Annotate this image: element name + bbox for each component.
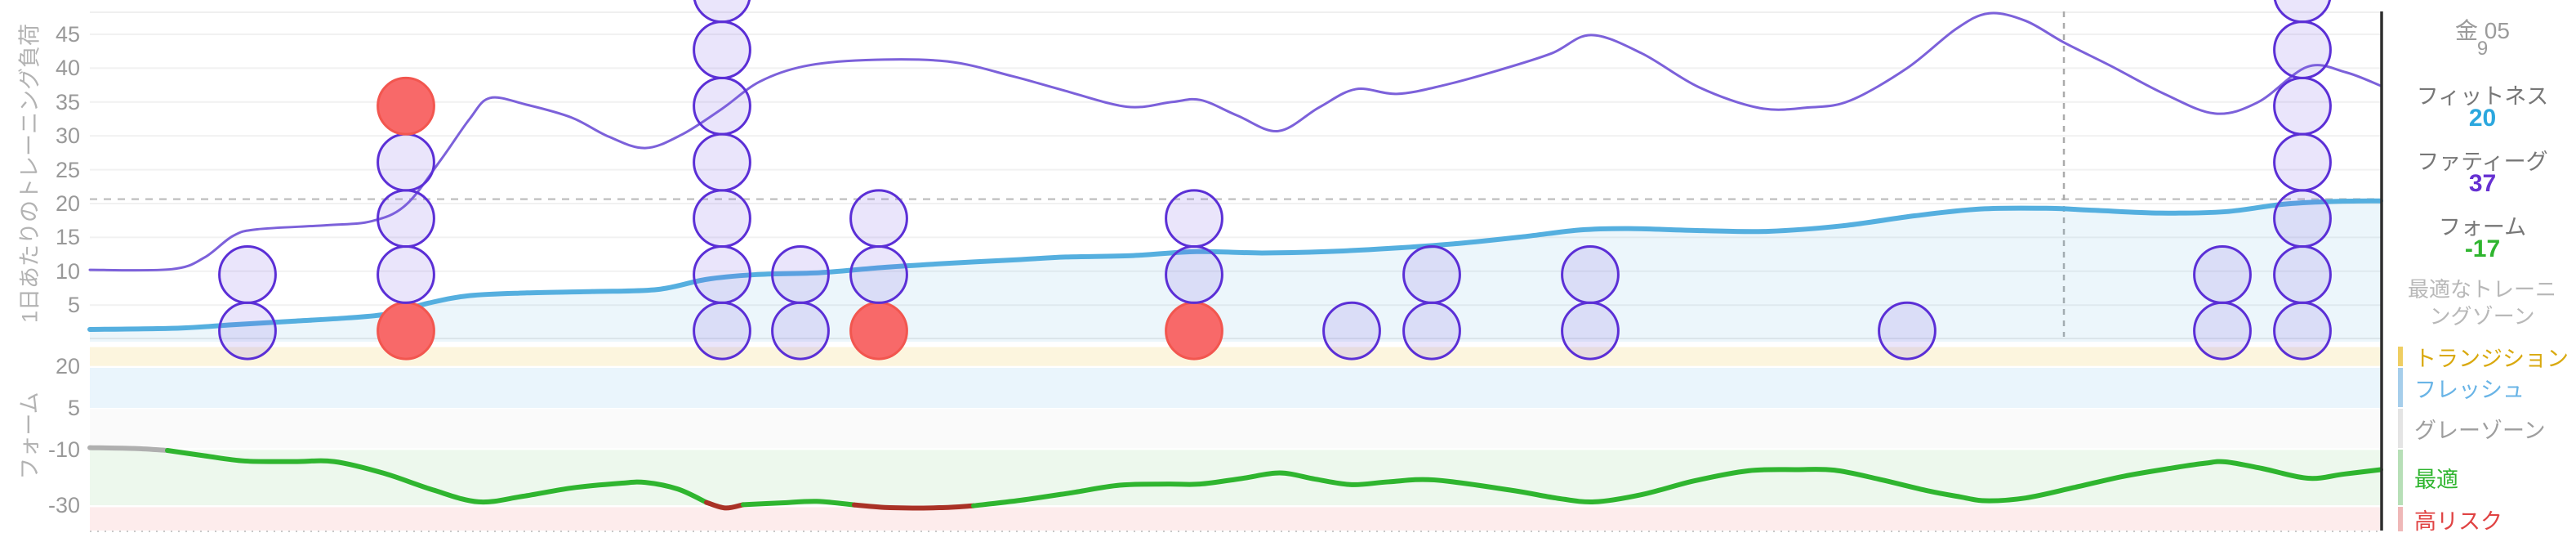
form-line-segment — [704, 499, 746, 511]
activity-bubble-purple[interactable] — [2273, 20, 2332, 79]
zone-color-bar — [2398, 507, 2403, 531]
activity-bubble-purple[interactable] — [1402, 301, 1461, 361]
activity-bubble-purple[interactable] — [377, 189, 435, 249]
load-axis-tick: 10 — [55, 258, 80, 284]
zone-legend-high-risk: 高リスク — [2398, 507, 2502, 533]
activity-bubble-red[interactable] — [377, 76, 435, 136]
fitness-label: フィットネス — [2416, 84, 2549, 109]
activity-bubble-purple[interactable] — [693, 245, 751, 304]
activity-bubble-purple[interactable] — [377, 132, 435, 192]
activity-bubble-purple[interactable] — [2273, 301, 2332, 361]
activity-bubble-purple[interactable] — [849, 189, 908, 249]
activity-bubble-purple[interactable] — [1561, 301, 1620, 361]
zone-color-bar — [2398, 347, 2403, 366]
fitness-value: 20 — [2468, 105, 2497, 132]
activity-bubble-purple[interactable] — [693, 132, 751, 192]
form-zone-band — [90, 507, 2381, 531]
optimal-zone-note: 最適なトレーニングゾーン — [2407, 277, 2556, 329]
zone-color-bar — [2398, 368, 2403, 407]
form-zone-band — [90, 347, 2381, 366]
form-line-segment — [852, 502, 976, 511]
activity-bubble-purple[interactable] — [849, 245, 908, 304]
form-axis-tick: -30 — [47, 493, 80, 517]
load-axis-tick: 20 — [55, 191, 80, 216]
activity-bubble-purple[interactable] — [2273, 76, 2332, 136]
zone-legend-grey: グレーゾーン — [2398, 409, 2546, 448]
activity-bubble-red[interactable] — [1165, 301, 1223, 361]
form-value: -17 — [2464, 235, 2501, 262]
form-line-segment — [165, 448, 709, 505]
load-axis-tick: 30 — [55, 123, 80, 149]
activity-bubble-purple[interactable] — [693, 76, 751, 136]
zone-label: 最適 — [2414, 467, 2458, 492]
load-axis-tick: 45 — [55, 22, 80, 47]
activity-bubble-purple[interactable] — [2193, 245, 2252, 304]
activity-bubble-purple[interactable] — [218, 301, 277, 361]
activity-bubble-purple[interactable] — [771, 245, 830, 304]
activity-bubble-purple[interactable] — [377, 245, 435, 304]
hover-date-label: 金 05 — [2455, 18, 2510, 43]
load-axis-tick: 25 — [55, 157, 80, 182]
activity-bubble-purple[interactable] — [218, 245, 277, 304]
fatigue-label: ファティーグ — [2417, 150, 2548, 174]
form-zone-band — [90, 368, 2381, 408]
fatigue-line — [88, 11, 2382, 272]
activity-bubble-purple[interactable] — [693, 0, 751, 24]
zone-label: 高リスク — [2414, 508, 2502, 533]
fitness-line — [87, 198, 2383, 333]
zone-legend-optimal: 最適 — [2398, 450, 2458, 505]
activity-bubble-purple[interactable] — [693, 301, 751, 361]
activity-bubble-purple[interactable] — [1561, 245, 1620, 304]
zone-color-bar — [2398, 409, 2403, 448]
form-line-segment — [87, 445, 170, 454]
zone-legend-transition: トランジション — [2398, 347, 2569, 371]
zone-label: トランジション — [2414, 346, 2569, 371]
zone-legend-fresh: フレッシュ — [2398, 368, 2525, 407]
load-axis-tick: 40 — [55, 56, 80, 81]
load-axis-tick: 15 — [55, 225, 80, 250]
fitness-area — [90, 200, 2381, 342]
load-axis-tick: 35 — [55, 89, 80, 114]
info-panel: 金 05 9 フィットネス 20 ファティーグ 37 フォーム -17 最適なト… — [2389, 0, 2576, 533]
form-line-segment — [741, 499, 857, 508]
activity-bubble-purple[interactable] — [1322, 301, 1381, 361]
zone-label: グレーゾーン — [2414, 418, 2546, 443]
activity-bubble-purple[interactable] — [1165, 189, 1223, 249]
activity-bubble-red[interactable] — [377, 301, 435, 361]
activity-bubble-purple[interactable] — [2273, 245, 2332, 304]
zone-color-bar — [2398, 450, 2403, 505]
hover-date-load: 9 — [2476, 38, 2489, 60]
fatigue-value: 37 — [2468, 170, 2497, 197]
zone-label: フレッシュ — [2414, 377, 2525, 402]
form-zone-band — [90, 409, 2381, 449]
activity-bubble-purple[interactable] — [1402, 245, 1461, 304]
form-label: フォーム — [2438, 215, 2527, 240]
activity-bubble-purple[interactable] — [2273, 132, 2332, 192]
activity-bubble-purple[interactable] — [1878, 301, 1936, 361]
activity-bubble-red[interactable] — [849, 301, 908, 361]
form-line-segment — [971, 459, 2383, 508]
form-axis-tick: 5 — [67, 396, 80, 420]
activity-bubble-purple[interactable] — [771, 301, 830, 361]
activity-bubble-purple[interactable] — [2193, 301, 2252, 361]
form-axis-tick: 20 — [55, 354, 80, 378]
form-axis-tick: -10 — [47, 437, 80, 462]
activity-bubble-purple[interactable] — [693, 189, 751, 249]
activity-bubble-purple[interactable] — [693, 20, 751, 79]
activity-bubble-purple[interactable] — [2273, 189, 2332, 249]
activity-bubble-purple[interactable] — [2273, 0, 2332, 24]
activity-bubble-purple[interactable] — [1165, 245, 1223, 304]
load-axis-tick: 5 — [67, 293, 80, 318]
